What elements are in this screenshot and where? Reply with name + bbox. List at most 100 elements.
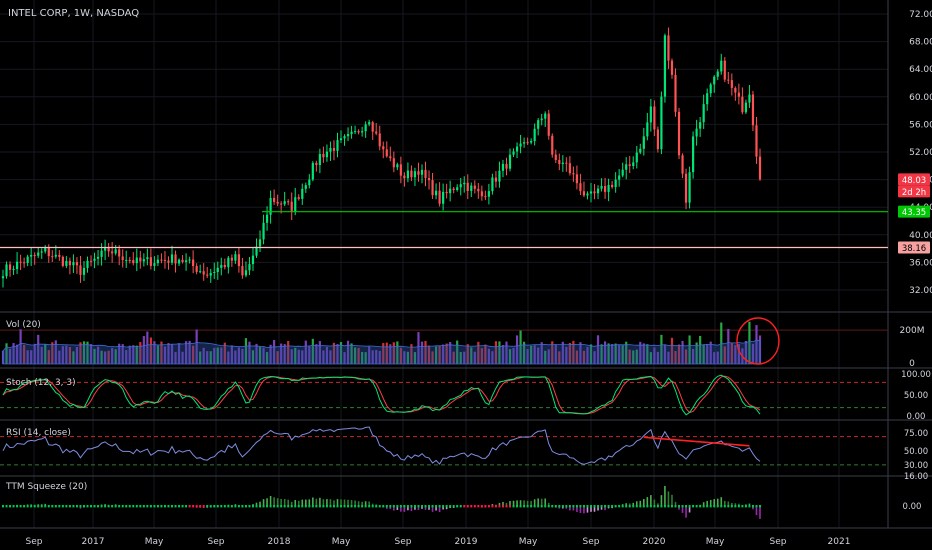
squeeze-dot (639, 505, 642, 508)
candle-body (530, 140, 533, 143)
volume-bar (434, 346, 438, 364)
volume-label: Vol (20) (6, 320, 41, 330)
candle-body (544, 113, 547, 119)
squeeze-dot (107, 505, 110, 508)
squeeze-bar (653, 499, 656, 506)
squeeze-bar (678, 506, 680, 510)
rsi-label: RSI (14, close) (6, 428, 71, 438)
volume-bar (72, 351, 75, 364)
volume-bar (646, 344, 649, 364)
squeeze-dot (97, 505, 100, 508)
squeeze-dot (19, 505, 22, 508)
volume-bar (491, 351, 494, 364)
price-label-bg (898, 205, 930, 218)
chart-title: INTEL CORP, 1W, NASDAQ (8, 8, 139, 19)
candle-body (209, 272, 212, 276)
volume-bar (385, 342, 388, 364)
candle-body (660, 96, 663, 150)
squeeze-dot (125, 505, 128, 508)
time-tick-label: Sep (583, 537, 600, 547)
volume-bar (51, 342, 54, 364)
candle-body (406, 170, 410, 179)
squeeze-bar (720, 497, 723, 506)
candle-body (396, 164, 399, 168)
squeeze-bar (347, 499, 349, 506)
squeeze-dot (332, 505, 335, 508)
squeeze-bar (297, 500, 300, 506)
squeeze-bar (702, 502, 705, 506)
price-label-bg (898, 173, 930, 186)
candle-body (593, 191, 596, 194)
volume-bar (209, 351, 212, 364)
candle-body (353, 131, 357, 133)
candle-body (484, 196, 487, 198)
squeeze-dot (153, 505, 156, 508)
candle-body (375, 131, 378, 134)
candle-body (350, 131, 353, 135)
volume-bar (364, 352, 367, 364)
volume-bar (522, 341, 526, 364)
volume-bar (336, 344, 339, 364)
squeeze-dot (111, 505, 114, 508)
time-tick-label: 2019 (455, 537, 478, 547)
squeeze-bar (547, 502, 550, 506)
price-tick-label: 72.00 (909, 10, 932, 20)
candle-body (104, 248, 107, 251)
candle-body (195, 266, 198, 272)
price-tick-label: 60.00 (909, 93, 932, 103)
volume-bar (684, 349, 688, 364)
candle-body (403, 175, 406, 179)
squeeze-dot (135, 505, 138, 508)
candle-body (283, 201, 286, 205)
squeeze-dot (234, 505, 237, 508)
squeeze-dot (30, 505, 33, 508)
volume-bar (530, 345, 533, 364)
time-tick-label: May (519, 537, 538, 547)
volume-bar (477, 341, 480, 364)
candle-body (276, 201, 279, 204)
candle-body (248, 264, 251, 271)
squeeze-bar (442, 506, 444, 510)
candle-body (188, 259, 191, 261)
volume-bar (713, 352, 716, 364)
squeeze-bar (350, 499, 353, 506)
volume-bar (146, 331, 149, 364)
squeeze-bar (600, 506, 603, 510)
squeeze-dot (118, 505, 121, 508)
volume-bar (132, 345, 135, 364)
volume-bar (125, 350, 128, 364)
squeeze-dot (216, 505, 219, 508)
squeeze-bar (259, 501, 261, 506)
squeeze-dot (568, 505, 571, 508)
squeeze-bar (576, 506, 578, 512)
candle-body (642, 136, 645, 149)
candle-body (44, 247, 47, 252)
squeeze-dot (290, 505, 293, 508)
squeeze-bar (336, 499, 339, 506)
squeeze-dot (494, 505, 497, 508)
candle-body (568, 163, 571, 174)
candle-body (192, 259, 195, 267)
squeeze-dot (607, 505, 610, 508)
squeeze-dot (632, 505, 635, 508)
volume-bar (751, 343, 755, 364)
volume-bar (727, 328, 730, 364)
candle-body (596, 188, 600, 194)
time-tick-label: Sep (26, 537, 43, 547)
squeeze-bar (410, 506, 413, 512)
squeeze-dot (227, 505, 230, 508)
price-label-text: 2d 2h (902, 188, 926, 198)
volume-bar (12, 343, 15, 364)
squeeze-bar (421, 506, 423, 509)
volume-bar (632, 350, 635, 364)
volume-bar (544, 350, 547, 364)
candle-body (632, 162, 635, 166)
candle-body (184, 260, 188, 262)
squeeze-dot (755, 505, 758, 508)
volume-bar (706, 344, 709, 364)
volume-bar (625, 341, 628, 364)
squeeze-bar (590, 506, 592, 512)
candle-body (449, 188, 452, 194)
squeeze-dot (540, 505, 543, 508)
time-tick-label: Sep (395, 537, 412, 547)
